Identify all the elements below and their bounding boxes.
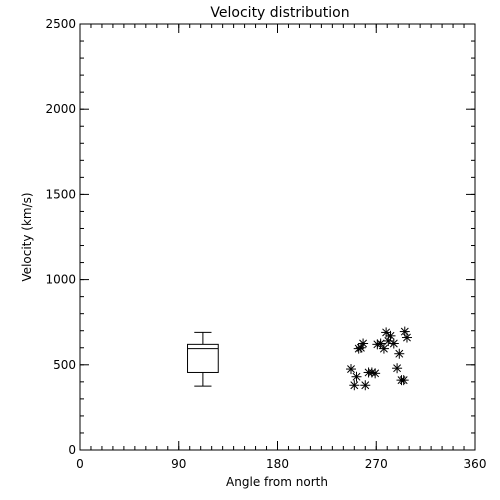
asterisk-stroke: [359, 339, 368, 348]
chart-title: Velocity distribution: [210, 5, 349, 21]
y-tick-label: 1000: [45, 273, 76, 287]
data-point: [360, 380, 371, 391]
velocity-boxplot: [187, 331, 219, 387]
y-tick-label: 1500: [45, 187, 76, 201]
asterisk-stroke: [350, 381, 359, 390]
asterisk-stroke: [376, 339, 385, 348]
asterisk-stroke: [361, 381, 370, 390]
y-tick-label: 0: [68, 443, 76, 457]
asterisk-stroke: [367, 368, 376, 377]
x-axis-label: Angle from north: [226, 475, 328, 489]
x-tick-label: 0: [76, 457, 84, 471]
asterisk-stroke: [347, 365, 355, 374]
data-point: [388, 338, 399, 349]
asterisk-stroke: [352, 372, 361, 381]
data-point: [378, 343, 389, 354]
asterisk-stroke: [395, 349, 404, 358]
y-tick-label: 2000: [45, 102, 76, 116]
data-point: [358, 338, 369, 349]
x-tick-labels: 0 90 180 270 360: [76, 457, 486, 471]
data-point: [370, 368, 381, 379]
data-point: [394, 348, 405, 359]
data-point: [375, 338, 386, 349]
asterisk-stroke: [386, 331, 395, 340]
asterisk-stroke: [371, 369, 380, 378]
asterisk-stroke: [403, 333, 411, 342]
data-point: [392, 363, 403, 374]
plot-frame: [79, 23, 476, 451]
asterisk-stroke: [389, 339, 398, 348]
x-tick-label: 270: [365, 457, 388, 471]
asterisk-stroke: [382, 328, 391, 337]
y-tick-labels: 0 500 1000 1500 2000 2500: [45, 17, 76, 457]
data-point: [351, 371, 362, 382]
asterisk-stroke: [393, 364, 402, 373]
data-point: [346, 364, 357, 375]
x-tick-label: 360: [464, 457, 487, 471]
data-point: [349, 380, 360, 391]
data-point: [385, 330, 396, 341]
x-tick-label: 90: [171, 457, 186, 471]
asterisk-stroke: [400, 327, 409, 336]
scatter-points: [346, 326, 412, 391]
data-point: [398, 375, 409, 386]
axis-ticks: [79, 23, 476, 451]
y-axis-label: Velocity (km/s): [20, 192, 34, 281]
asterisk-stroke: [379, 344, 388, 353]
y-tick-label: 2500: [45, 17, 76, 31]
asterisk-stroke: [399, 376, 408, 385]
x-tick-label: 180: [266, 457, 289, 471]
data-point: [401, 332, 412, 343]
y-tick-label: 500: [53, 358, 76, 372]
